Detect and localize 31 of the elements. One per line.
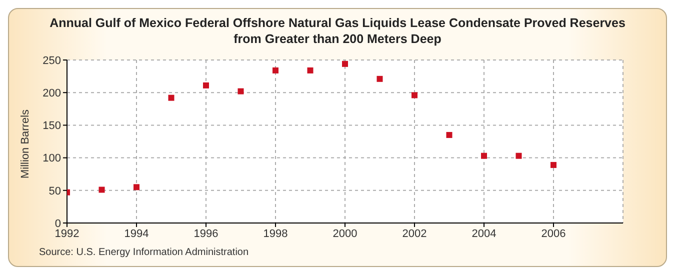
y-axis-title: Million Barrels <box>20 109 32 179</box>
point <box>376 76 383 82</box>
point <box>98 186 105 193</box>
x-tick-label: 2000 <box>332 228 358 240</box>
point <box>168 94 174 101</box>
y-tick-label: 200 <box>42 88 61 100</box>
chart-title: Annual Gulf of Mexico Federal Offshore Natural Gas Liquids Lease Condensate Proved Reserves from Greater than 200 Meters Deep <box>49 15 626 47</box>
x-tick-label: 1992 <box>54 228 80 240</box>
point <box>238 88 244 94</box>
y-tick-label: 100 <box>42 152 61 165</box>
y-tick-label: 50 <box>48 185 61 198</box>
x-tick-label: 1994 <box>124 228 149 240</box>
point <box>446 132 452 138</box>
source-note: Source: U.S. Energy Information Administration <box>39 247 249 258</box>
y-tick-label: 150 <box>42 120 61 132</box>
x-tick-label: 2006 <box>541 228 566 240</box>
point <box>412 92 418 98</box>
point <box>550 162 556 168</box>
x-tick-label: 2004 <box>472 228 496 240</box>
point <box>342 60 348 67</box>
x-tick-label: 1996 <box>194 228 218 240</box>
point <box>516 152 522 159</box>
point <box>203 82 209 88</box>
y-tick-label: 0 <box>54 218 61 230</box>
point <box>481 152 487 159</box>
x-tick-label: 1998 <box>263 228 288 240</box>
point <box>307 67 314 74</box>
x-tick-label: 2002 <box>402 228 427 240</box>
point <box>134 184 140 190</box>
point <box>272 67 278 74</box>
y-tick-label: 250 <box>42 54 61 67</box>
